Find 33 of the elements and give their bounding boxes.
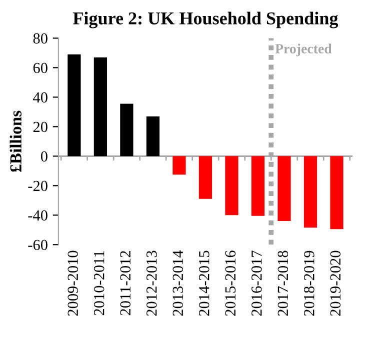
y-tick-label: 20 xyxy=(33,122,48,132)
bar xyxy=(146,116,160,156)
bar xyxy=(94,57,108,156)
y-axis-title: £Billions xyxy=(10,110,22,172)
chart-title: Figure 2: UK Household Spending xyxy=(73,12,338,28)
bar xyxy=(198,156,212,199)
x-tick-label: 2010-2011 xyxy=(94,251,104,316)
bar xyxy=(68,54,81,156)
x-tick-label: 2017-2018 xyxy=(278,250,288,316)
bar xyxy=(278,156,291,222)
bar xyxy=(304,156,318,228)
x-tick-label: 2009-2010 xyxy=(68,250,78,316)
x-tick-label: 2014-2015 xyxy=(198,250,210,316)
bar xyxy=(251,156,265,216)
y-tick-label: -60 xyxy=(28,240,48,250)
x-tick-label: 2016-2017 xyxy=(251,250,262,316)
bar xyxy=(120,104,134,156)
y-tick-label: -20 xyxy=(28,180,48,192)
x-tick-label: 2019-2020 xyxy=(330,250,341,316)
y-tick-label: -40 xyxy=(28,210,48,221)
bar xyxy=(330,156,344,230)
bar xyxy=(172,156,186,175)
bar xyxy=(225,156,238,216)
y-tick-label: 40 xyxy=(33,92,48,103)
x-tick-label: 2013-2014 xyxy=(172,250,184,316)
y-tick-label: 60 xyxy=(33,62,48,74)
x-tick-label: 2011-2012 xyxy=(120,251,131,316)
x-tick-label: 2018-2019 xyxy=(304,250,314,316)
y-tick-label: 0 xyxy=(40,151,48,162)
x-tick-label: 2012-2013 xyxy=(146,250,157,316)
y-tick-label: 80 xyxy=(33,33,48,44)
ref-line-label: Projected xyxy=(275,44,332,56)
x-tick-label: 2015-2016 xyxy=(225,250,236,316)
